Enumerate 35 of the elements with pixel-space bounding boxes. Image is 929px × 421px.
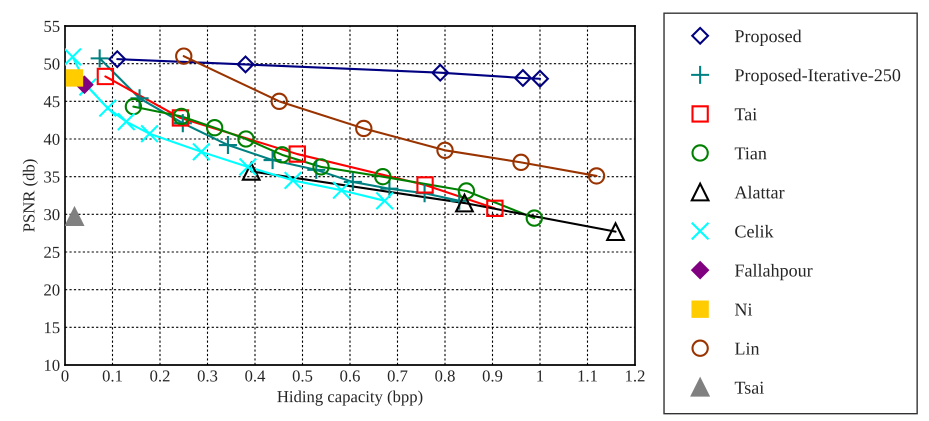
y-tick-label: 15: [44, 322, 60, 334]
y-axis-title: PSNR (db): [22, 159, 38, 232]
x-tick-label: 0.4: [245, 370, 266, 382]
legend-label: Fallahpour: [734, 264, 813, 280]
legend-label: Tai: [734, 108, 757, 120]
x-tick-label: 0.5: [292, 370, 312, 382]
legend-label: Ni: [734, 304, 752, 316]
y-tick-label: 35: [44, 171, 60, 183]
x-tick-label: 1.1: [578, 370, 597, 382]
legend-label: Tsai: [734, 382, 764, 394]
y-tick-label: 20: [44, 284, 60, 296]
y-tick-label: 55: [44, 20, 60, 32]
y-tick-label: 10: [44, 360, 60, 371]
x-tick-label: 0.2: [150, 370, 170, 382]
x-tick-label: 0.6: [340, 370, 360, 382]
x-tick-label: 1: [537, 370, 544, 382]
y-tick-label: 40: [44, 134, 60, 145]
x-tick-label: 1.2: [626, 370, 644, 382]
legend-label: Tian: [734, 147, 767, 160]
y-tick-label: 50: [44, 58, 60, 70]
legend-label: Lin: [734, 342, 760, 355]
legend-label: Alattar: [734, 186, 784, 199]
x-tick-label: 0.8: [435, 370, 455, 382]
x-tick-label: 0: [61, 370, 69, 382]
y-tick-label: 25: [44, 246, 60, 258]
x-tick-label: 0.9: [482, 370, 502, 382]
legend-label: Celik: [735, 224, 774, 238]
x-tick-label: 0.1: [102, 370, 122, 382]
x-tick-label: 0.3: [198, 370, 218, 382]
y-tick-label: 30: [44, 209, 60, 220]
legend-label: Proposed: [734, 30, 802, 46]
x-axis-title: Hiding capacity (bpp): [277, 390, 422, 406]
legend-label: Proposed-Iterative-250: [734, 68, 900, 86]
y-tick-label: 45: [44, 96, 60, 108]
x-tick-label: 0.7: [388, 370, 408, 382]
